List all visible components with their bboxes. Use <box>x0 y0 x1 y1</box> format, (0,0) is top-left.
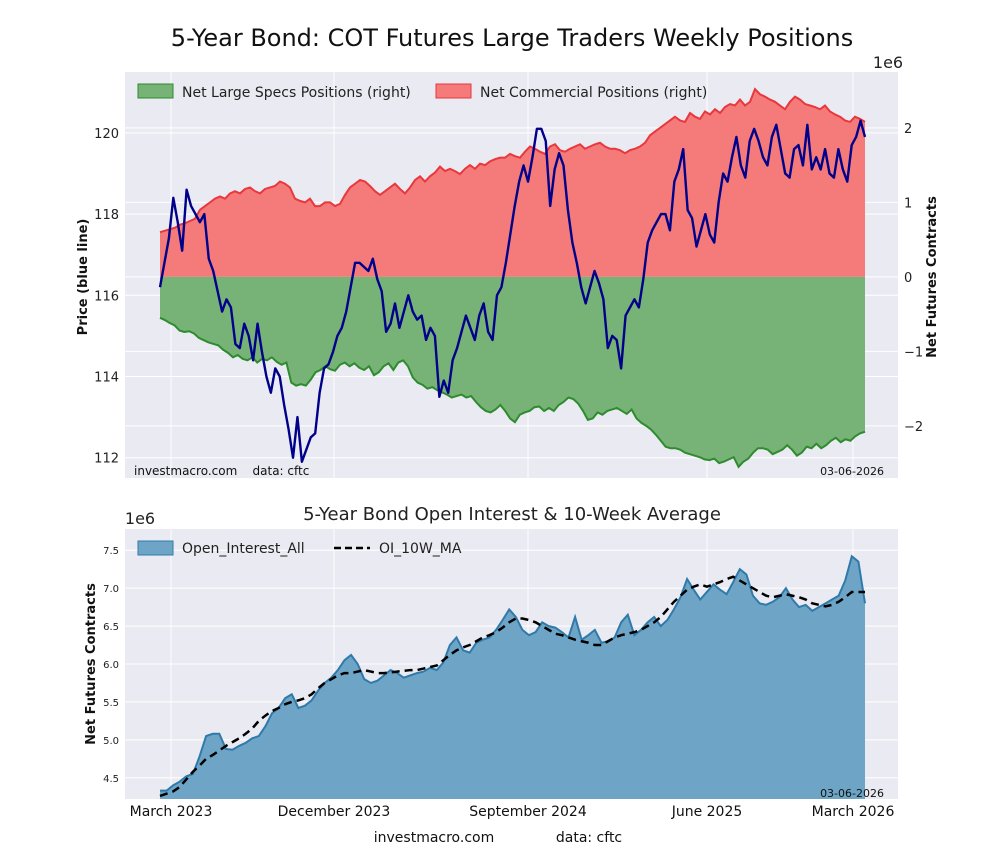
oi-tick-label: 5.5 <box>103 698 119 709</box>
net-tick-label: 1 <box>904 196 912 211</box>
legend-label-specs: Net Large Specs Positions (right) <box>182 85 411 101</box>
oi-tick-label: 4.5 <box>103 774 119 785</box>
price-tick-label: 114 <box>94 371 119 386</box>
price-tick-label: 120 <box>94 127 119 142</box>
specs-line <box>159 316 866 469</box>
open-interest-panel: 5-Year Bond Open Interest & 10-Week Aver… <box>84 504 898 820</box>
net-axis-ticks: −2 −1 0 1 2 <box>904 122 923 435</box>
commercial-line <box>159 87 866 234</box>
open-interest-x-ticks: March 2023 December 2023 September 2024 Jun… <box>130 804 895 820</box>
price-series-line <box>158 119 867 463</box>
open-interest-y-ticks: 4.5 5.0 5.5 6.0 6.5 7.0 7.5 <box>103 546 119 785</box>
positions-watermark-date: 03-06-2026 <box>820 465 884 478</box>
net-axis-label: Net Futures Contracts <box>925 196 940 358</box>
date-tick-label: March 2026 <box>812 804 895 820</box>
open-interest-title: 5-Year Bond Open Interest & 10-Week Aver… <box>303 504 721 525</box>
net-axis-scale: 1e6 <box>873 53 903 72</box>
oi-tick-label: 6.0 <box>103 660 119 671</box>
price-axis-ticks: 112 114 116 118 120 <box>94 127 119 467</box>
price-tick-label: 118 <box>94 208 119 223</box>
oi-tick-label: 6.5 <box>103 622 119 633</box>
date-tick-label: September 2024 <box>469 804 587 820</box>
price-line <box>158 119 867 463</box>
net-tick-label: −2 <box>904 420 923 435</box>
price-tick-label: 116 <box>94 289 119 304</box>
net-tick-label: 2 <box>904 122 912 137</box>
oi-tick-label: 7.0 <box>103 584 119 595</box>
open-interest-axis-label: Net Futures Contracts <box>84 583 99 745</box>
open-interest-areas <box>159 554 866 799</box>
figure-title: 5-Year Bond: COT Futures Large Traders W… <box>171 24 853 52</box>
commercial-area <box>160 89 865 277</box>
positions-legend: Net Large Specs Positions (right) Net Co… <box>137 83 707 101</box>
ten-week-average-line <box>159 575 865 798</box>
positions-areas <box>159 87 866 469</box>
date-tick-label: March 2023 <box>130 804 213 820</box>
date-tick-label: December 2023 <box>278 804 391 820</box>
net-tick-label: 0 <box>904 271 912 286</box>
open-interest-scale: 1e6 <box>125 509 155 528</box>
price-axis-label: Price (blue line) <box>76 219 91 336</box>
legend-swatch-specs <box>137 83 174 99</box>
positions-watermark-source: investmacro.com data: cftc <box>134 464 309 478</box>
footer-source: data: cftc <box>556 830 622 846</box>
net-tick-label: −1 <box>904 345 923 360</box>
specs-area <box>160 276 865 467</box>
open-interest-legend: Open_Interest_All OI_10W_MA <box>137 540 462 557</box>
oi-tick-label: 7.5 <box>103 546 119 557</box>
legend-label-oi: Open_Interest_All <box>182 541 305 557</box>
open-interest-watermark-date: 03-06-2026 <box>820 787 884 800</box>
date-tick-label: June 2025 <box>671 804 743 820</box>
legend-swatch-commercial <box>435 83 472 99</box>
legend-label-commercial: Net Commercial Positions (right) <box>480 85 707 101</box>
legend-label-ma: OI_10W_MA <box>379 541 462 557</box>
footer-site: investmacro.com <box>374 830 494 846</box>
positions-panel: 112 114 116 118 120 −2 −1 0 1 2 Price (blue line… <box>76 53 940 478</box>
open-interest-area <box>160 556 865 799</box>
oi-tick-label: 5.0 <box>103 736 119 747</box>
price-tick-label: 112 <box>94 452 119 467</box>
legend-swatch-oi <box>137 540 174 556</box>
